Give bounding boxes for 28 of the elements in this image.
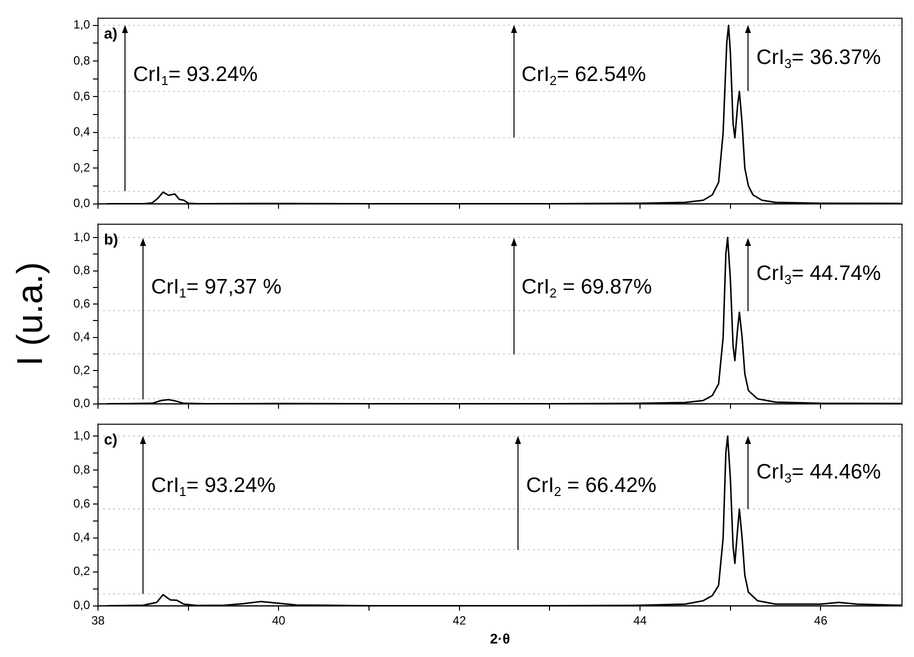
y-tick-label: 1,0 bbox=[73, 18, 90, 32]
y-tick-label: 0,4 bbox=[73, 124, 90, 139]
x-tick-label: 38 bbox=[91, 613, 105, 628]
y-tick-label: 0,8 bbox=[73, 53, 90, 68]
y-tick-label: 1,0 bbox=[73, 230, 90, 244]
annotation: b) bbox=[104, 231, 118, 248]
y-tick-label: 0,2 bbox=[73, 160, 90, 174]
y-tick-label: 0,4 bbox=[73, 330, 90, 344]
y-tick-label: 0,2 bbox=[73, 564, 90, 578]
y-tick-label: 0,4 bbox=[73, 530, 90, 544]
y-tick-label: 0,0 bbox=[73, 196, 90, 210]
y-tick-label: 0,0 bbox=[73, 396, 90, 410]
y-tick-label: 0,6 bbox=[73, 296, 90, 310]
x-tick-label: 46 bbox=[814, 613, 828, 628]
x-axis-title: 2·θ bbox=[490, 630, 510, 646]
x-tick-label: 42 bbox=[452, 613, 466, 628]
y-tick-label: 0,6 bbox=[73, 496, 90, 510]
y-tick-label: 0,8 bbox=[73, 462, 90, 476]
x-tick-label: 44 bbox=[633, 613, 648, 628]
y-axis-title: I (u.a.) bbox=[9, 262, 51, 366]
y-tick-label: 0,2 bbox=[73, 362, 90, 377]
x-tick-label: 40 bbox=[272, 613, 286, 628]
y-tick-label: 0,6 bbox=[73, 89, 90, 104]
annotation: a) bbox=[104, 25, 118, 42]
y-tick-label: 0,8 bbox=[73, 263, 90, 278]
annotation: c) bbox=[104, 431, 118, 448]
y-tick-label: 1,0 bbox=[73, 428, 90, 442]
y-tick-label: 0,0 bbox=[73, 598, 90, 612]
